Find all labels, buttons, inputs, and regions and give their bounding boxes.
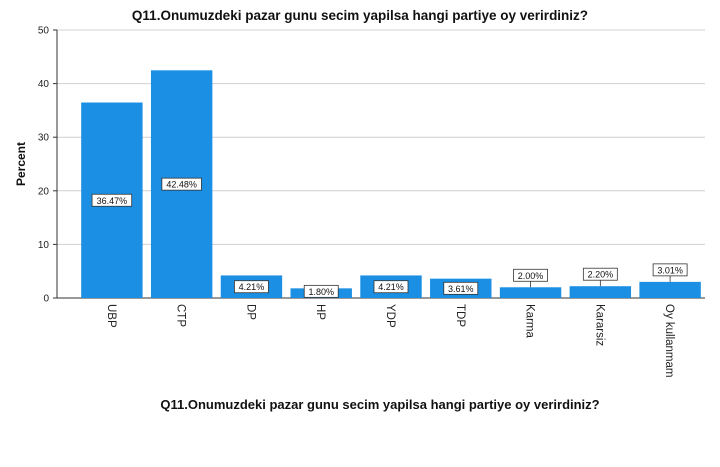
data-label: 2.20%	[588, 270, 614, 280]
data-label-box	[582, 267, 618, 281]
y-tick-label: 30	[38, 133, 50, 144]
data-label: 3.01%	[657, 265, 683, 275]
data-label-box	[652, 263, 688, 277]
chart-title: Q11.Onumuzdeki pazar gunu secim yapilsa …	[131, 8, 589, 23]
bar	[569, 286, 632, 298]
y-tick-label: 20	[38, 186, 50, 197]
data-label: 36.47%	[97, 196, 128, 206]
x-tick-label: Kararsiz	[593, 304, 605, 346]
data-label-box	[303, 284, 339, 298]
data-label: 42.48%	[166, 180, 197, 190]
x-tick-label: CTP	[175, 304, 187, 327]
y-tick-label: 0	[43, 294, 49, 305]
x-tick-label: DP	[244, 304, 256, 320]
data-label-box	[161, 177, 202, 191]
y-tick-label: 10	[38, 240, 50, 251]
data-label: 4.21%	[239, 282, 265, 292]
y-tick-label: 50	[38, 26, 50, 37]
data-label: 4.21%	[378, 282, 404, 292]
x-tick-label: TDP	[454, 304, 466, 327]
data-label-box	[373, 280, 409, 294]
x-axis-title: Q11.Onumuzdeki pazar gunu secim yapilsa …	[160, 397, 600, 412]
data-label: 3.61%	[448, 284, 474, 294]
x-tick-label: UBP	[105, 304, 117, 328]
data-label-box	[91, 193, 133, 207]
y-axis-title: Percent	[14, 142, 28, 186]
x-tick-label: Oy kullanmam	[663, 304, 675, 378]
x-tick-label: HP	[314, 304, 326, 320]
x-tick-label: Karma	[524, 304, 536, 338]
data-label: 1.80%	[308, 287, 334, 297]
bar	[499, 287, 562, 298]
data-label-box	[443, 281, 479, 295]
data-label: 2.00%	[518, 271, 544, 281]
x-tick-label: YDP	[384, 304, 396, 328]
bar	[639, 281, 701, 298]
y-tick-label: 40	[38, 79, 50, 90]
data-label-box	[234, 280, 269, 294]
data-label-box	[513, 268, 548, 282]
